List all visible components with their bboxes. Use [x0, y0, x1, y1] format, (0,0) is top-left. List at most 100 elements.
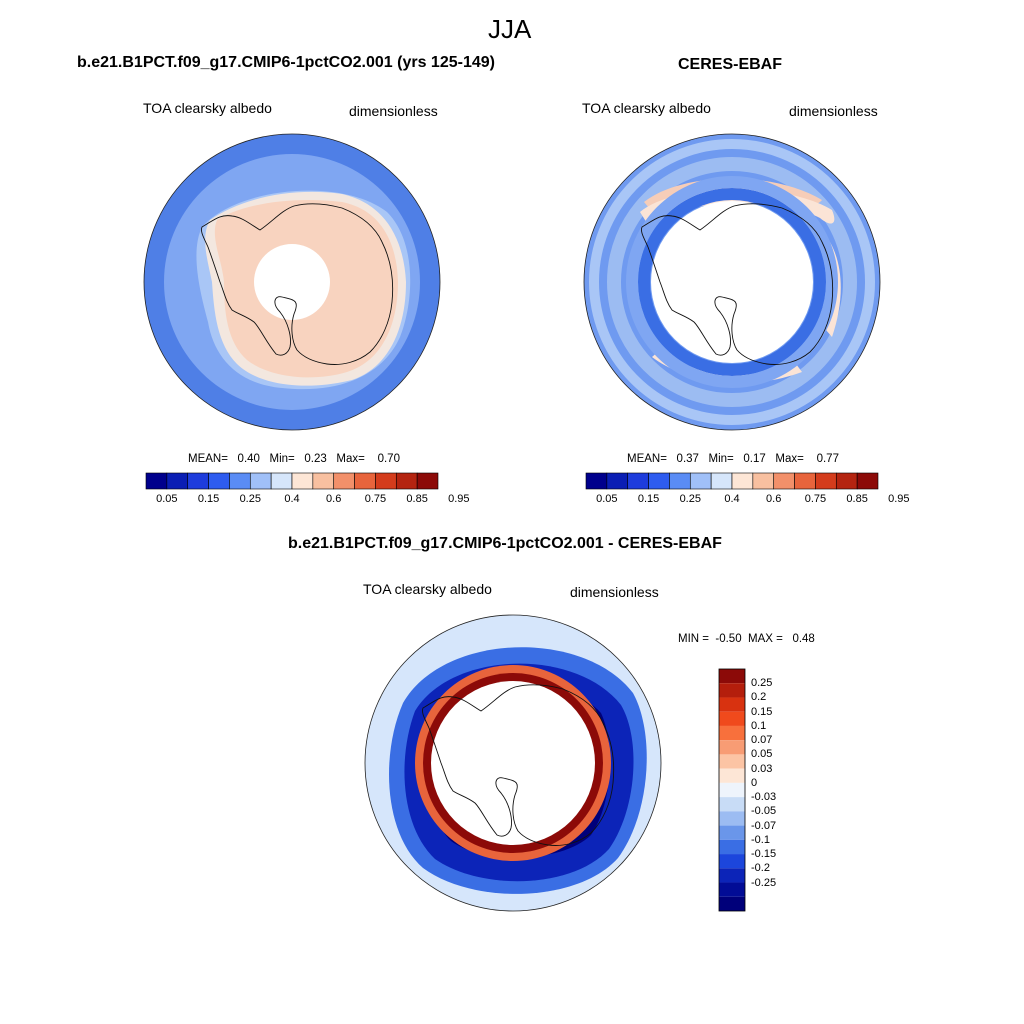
model-min-value: 0.23 — [304, 453, 327, 465]
colorbar-swatch — [395, 472, 418, 490]
colorbar-swatch — [229, 472, 251, 490]
colorbar-swatch — [719, 882, 745, 897]
model-variable-label: TOA clearsky albedo — [143, 100, 272, 116]
colorbar-tick-label: 0.05 — [156, 493, 178, 505]
colorbar-swatch — [719, 811, 745, 826]
colorbar-tick-label: 0.15 — [751, 705, 773, 718]
diff-max-label: MAX = — [748, 633, 783, 645]
colorbar-tick-label: 0.15 — [637, 493, 660, 505]
colorbar-swatch — [719, 683, 745, 698]
colorbar-swatch — [627, 472, 649, 490]
obs-outer-light-ring — [589, 139, 875, 425]
colorbar-tick-label: 0.85 — [406, 493, 428, 505]
colorbar-swatch — [719, 839, 745, 855]
colorbar-swatch — [249, 472, 272, 490]
colorbar-swatch — [648, 472, 670, 490]
diff-max-value: 0.48 — [792, 633, 815, 645]
colorbar-tick-label: 0.75 — [364, 493, 387, 505]
model-pole-hole — [254, 244, 330, 320]
colorbar-swatch — [166, 472, 189, 490]
colorbar-swatch — [752, 472, 775, 490]
model-coastline — [201, 203, 394, 365]
colorbar-swatch — [312, 472, 335, 490]
colorbar-tick-label: 0.75 — [804, 493, 827, 505]
colorbar-swatch — [145, 472, 168, 490]
colorbar-tick-label: 0.07 — [751, 734, 773, 747]
colorbar-tick-label: 0.95 — [888, 493, 910, 505]
obs-min-value: 0.17 — [743, 453, 766, 465]
obs-coastline — [641, 203, 834, 365]
model-mean-label: MEAN= — [188, 453, 228, 465]
colorbar-swatch — [710, 472, 733, 490]
obs-missing-data-disk — [651, 201, 813, 363]
colorbar-swatch — [719, 740, 745, 755]
colorbar-swatch — [719, 797, 745, 812]
model-units-label: dimensionless — [349, 103, 438, 119]
colorbar-tick-label: -0.05 — [751, 805, 777, 818]
model-polar-map — [143, 133, 441, 431]
colorbar-swatch — [719, 782, 745, 798]
colorbar-swatch — [719, 768, 745, 783]
colorbar-tick-label: -0.25 — [751, 876, 777, 889]
colorbar-swatch — [669, 472, 691, 490]
diff-coastline — [422, 684, 615, 846]
model-max-value: 0.70 — [377, 453, 400, 465]
colorbar-tick-label: -0.07 — [751, 819, 777, 832]
colorbar-tick-label: 0.4 — [724, 493, 740, 505]
obs-ice-edge-ring — [638, 188, 826, 376]
obs-panel-title: CERES-EBAF — [678, 56, 783, 73]
obs-ice-edge-outer — [626, 176, 838, 388]
colorbar-tick-label: 0.6 — [766, 493, 782, 505]
obs-mean-value: 0.37 — [676, 453, 699, 465]
obs-polar-map — [583, 133, 881, 431]
colorbar-swatch — [719, 711, 745, 726]
colorbar-swatch — [291, 472, 314, 490]
diff-min-value: -0.50 — [715, 633, 742, 645]
diff-units-label: dimensionless — [570, 584, 659, 600]
colorbar-tick-label: 0.15 — [197, 493, 220, 505]
colorbar-swatch — [270, 472, 293, 490]
colorbar-tick-label: 0.25 — [679, 493, 701, 505]
colorbar-tick-label: 0.25 — [239, 493, 261, 505]
obs-variable-label: TOA clearsky albedo — [582, 100, 711, 116]
colorbar-swatch — [416, 472, 439, 490]
colorbar-tick-label: 0.1 — [751, 719, 767, 732]
obs-max-value: 0.77 — [816, 453, 839, 465]
colorbar-swatch — [719, 825, 745, 840]
colorbar-swatch — [187, 472, 209, 490]
figure-title: JJA — [488, 14, 532, 44]
obs-colorbar — [585, 472, 879, 490]
model-min-label: Min= — [269, 453, 295, 465]
diff-variable-label: TOA clearsky albedo — [363, 581, 492, 597]
colorbar-swatch — [856, 472, 879, 490]
colorbar-tick-label: -0.15 — [751, 848, 777, 861]
model-max-label: Max= — [336, 453, 365, 465]
colorbar-swatch — [354, 472, 376, 490]
colorbar-tick-label: 0 — [751, 776, 758, 789]
colorbar-tick-label: -0.1 — [751, 833, 770, 846]
colorbar-swatch — [375, 472, 397, 490]
colorbar-tick-label: 0.03 — [751, 762, 773, 775]
diff-stats: MIN = -0.50 MAX = 0.48 — [678, 633, 815, 645]
diff-polar-map — [364, 614, 662, 912]
colorbar-tick-label: 0.85 — [846, 493, 868, 505]
colorbar-tick-label: 0.25 — [751, 677, 773, 690]
colorbar-tick-label: 0.6 — [326, 493, 342, 505]
colorbar-tick-label: 0.05 — [751, 748, 773, 761]
colorbar-swatch — [815, 472, 837, 490]
model-stats: MEAN= 0.40 Min= 0.23 Max= 0.70 — [188, 453, 400, 465]
diff-min-label: MIN = — [678, 633, 709, 645]
model-panel-title: b.e21.B1PCT.f09_g17.CMIP6-1pctCO2.001 (y… — [77, 54, 495, 71]
colorbar-swatch — [719, 697, 745, 712]
colorbar-swatch — [585, 472, 608, 490]
obs-min-label: Min= — [708, 453, 734, 465]
colorbar-swatch — [719, 669, 745, 684]
colorbar-tick-label: 0.95 — [448, 493, 470, 505]
model-mean-value: 0.40 — [237, 453, 260, 465]
colorbar-swatch — [773, 472, 795, 490]
colorbar-swatch — [719, 868, 745, 883]
colorbar-swatch — [731, 472, 754, 490]
colorbar-tick-label: 0.05 — [596, 493, 618, 505]
obs-units-label: dimensionless — [789, 103, 878, 119]
colorbar-swatch — [719, 854, 745, 869]
